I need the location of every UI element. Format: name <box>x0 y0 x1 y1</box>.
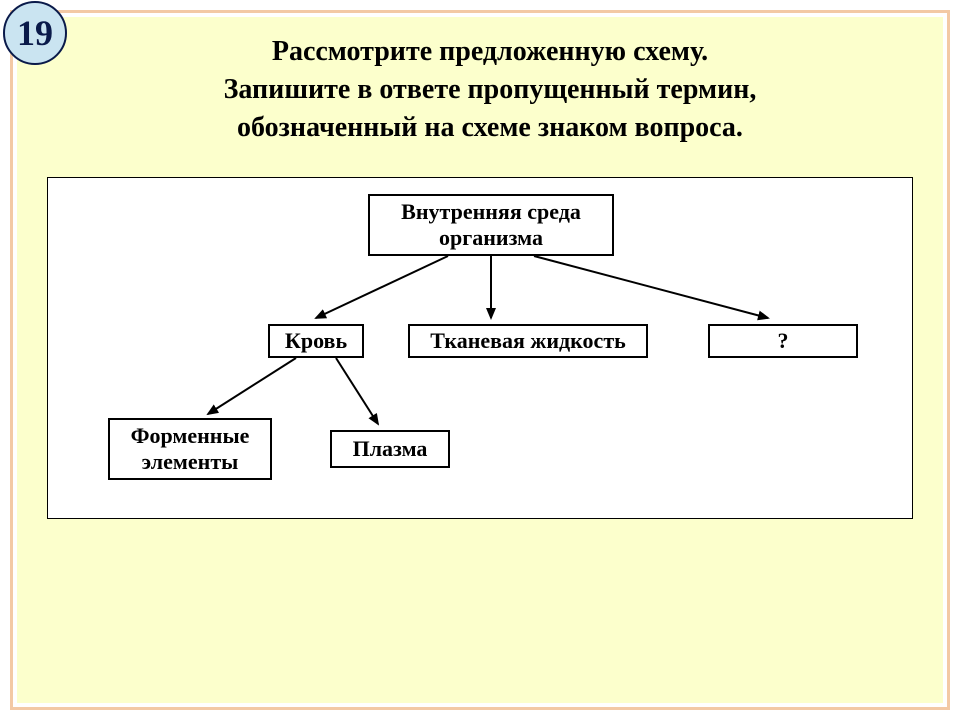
node-plasma: Плазма <box>330 430 450 468</box>
node-formed: Форменныеэлементы <box>108 418 272 480</box>
title-line-3: обозначенный на схеме знаком вопроса. <box>237 112 743 143</box>
outer-frame: 19 Рассмотрите предложенную схему. Запиш… <box>10 10 950 710</box>
edge-3 <box>208 358 296 414</box>
node-blood: Кровь <box>268 324 364 358</box>
inner-panel: 19 Рассмотрите предложенную схему. Запиш… <box>17 17 943 703</box>
title-line-2: Запишите в ответе пропущенный термин, <box>224 74 757 105</box>
question-title: Рассмотрите предложенную схему. Запишите… <box>77 33 903 146</box>
node-tissue: Тканевая жидкость <box>408 324 648 358</box>
title-line-1: Рассмотрите предложенную схему. <box>272 36 708 67</box>
edge-2 <box>534 256 768 318</box>
edge-4 <box>336 358 378 424</box>
node-root: Внутренняя средаорганизма <box>368 194 614 256</box>
diagram-canvas: Внутренняя средаорганизма Кровь Тканевая ж… <box>47 177 913 519</box>
node-unknown: ? <box>708 324 858 358</box>
edge-0 <box>316 256 448 318</box>
question-number: 19 <box>17 12 53 54</box>
question-number-badge: 19 <box>3 1 67 65</box>
